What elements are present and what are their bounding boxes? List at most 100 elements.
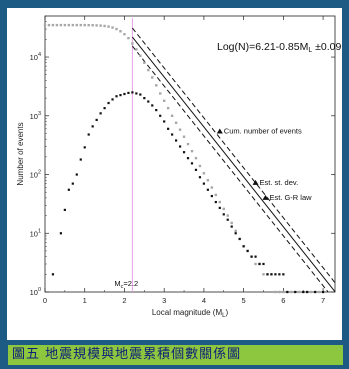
point-noncumulative xyxy=(79,158,82,161)
point-noncumulative xyxy=(123,92,126,96)
point-cumulative xyxy=(87,23,90,27)
point-cumulative xyxy=(174,121,178,124)
point-noncumulative xyxy=(51,273,55,276)
annotations: Cum. number of events Est. st. dev. Est. G… xyxy=(216,127,312,202)
point-noncumulative xyxy=(103,107,106,110)
point-noncumulative xyxy=(246,249,249,253)
point-cumulative xyxy=(155,84,158,87)
point-noncumulative xyxy=(230,225,233,228)
point-noncumulative xyxy=(71,182,74,185)
point-noncumulative xyxy=(155,108,158,112)
magnitude-frequency-chart: Mc=2.2 Cum. number of events Est. st. dev… xyxy=(16,15,342,319)
formula-suffix: ±0.096 xyxy=(312,41,342,53)
point-noncumulative xyxy=(242,245,245,248)
point-noncumulative xyxy=(274,273,277,276)
point-cumulative xyxy=(143,61,146,64)
plot-panel: Mc=2.2 Cum. number of events Est. st. dev… xyxy=(7,8,342,340)
point-cumulative xyxy=(309,290,313,294)
point-cumulative xyxy=(234,229,237,233)
point-cumulative xyxy=(95,24,98,27)
point-noncumulative xyxy=(262,262,265,266)
point-cumulative xyxy=(127,36,130,40)
point-noncumulative xyxy=(234,232,237,235)
x-axis-title-sub: L xyxy=(222,313,226,319)
x-tick-label-3: 3 xyxy=(162,296,166,305)
point-cumulative xyxy=(43,23,47,27)
point-cumulative xyxy=(111,26,114,29)
y-tick-label-1: 101 xyxy=(30,228,41,238)
point-noncumulative xyxy=(95,118,98,122)
point-cumulative xyxy=(278,290,281,294)
point-noncumulative xyxy=(294,290,297,294)
point-cumulative xyxy=(198,164,202,168)
x-tick-label-2: 2 xyxy=(122,296,126,305)
fit-line-lower-stdev xyxy=(132,45,329,293)
y-axis-title: Number of events xyxy=(16,122,25,185)
annotation-marker-2 xyxy=(262,194,269,200)
x-tick-label-0: 0 xyxy=(43,296,47,305)
point-noncumulative xyxy=(83,146,86,149)
point-cumulative xyxy=(202,172,206,175)
point-cumulative xyxy=(55,23,59,27)
point-noncumulative xyxy=(159,114,162,117)
point-noncumulative xyxy=(119,94,122,97)
point-noncumulative xyxy=(198,176,202,179)
point-noncumulative xyxy=(178,145,182,148)
point-cumulative xyxy=(317,290,321,294)
point-noncumulative xyxy=(258,262,261,266)
point-noncumulative xyxy=(87,133,90,136)
point-cumulative xyxy=(131,42,134,45)
point-cumulative xyxy=(230,221,233,225)
point-cumulative xyxy=(274,290,277,294)
point-noncumulative xyxy=(135,92,138,95)
x-axis-title-main: Local magnitude (M xyxy=(152,308,223,317)
point-cumulative xyxy=(159,92,162,95)
point-noncumulative xyxy=(163,120,166,123)
point-cumulative xyxy=(47,23,51,27)
point-cumulative xyxy=(51,23,55,27)
tick-marks xyxy=(44,15,335,293)
point-cumulative xyxy=(282,290,285,294)
annotation-marker-0 xyxy=(216,128,223,134)
point-cumulative xyxy=(226,214,229,217)
point-cumulative xyxy=(186,142,190,146)
point-noncumulative xyxy=(314,290,317,294)
y-tick-label-2: 102 xyxy=(30,170,41,180)
point-noncumulative xyxy=(115,95,118,98)
point-noncumulative xyxy=(254,255,257,258)
point-noncumulative xyxy=(282,273,285,276)
point-noncumulative xyxy=(302,290,305,294)
point-cumulative xyxy=(115,27,118,31)
point-cumulative xyxy=(91,24,94,27)
formula-prefix: Log(N)=6.21-0.85M xyxy=(217,41,308,53)
point-noncumulative xyxy=(226,218,229,221)
figure-caption: 圖五 地震規模與地震累積個數關係圖 xyxy=(8,345,343,365)
point-noncumulative xyxy=(151,104,154,107)
point-noncumulative xyxy=(63,208,66,211)
point-cumulative xyxy=(194,156,198,160)
point-noncumulative xyxy=(143,97,146,100)
mc-line-group: Mc=2.2 xyxy=(114,18,138,292)
annotation-marker-1 xyxy=(252,179,259,185)
point-noncumulative xyxy=(91,125,94,128)
point-cumulative xyxy=(63,23,67,27)
tick-labels: 0 1 2 3 4 5 6 7 100 101 102 103 104 xyxy=(30,52,326,305)
fit-lines xyxy=(132,27,336,293)
point-cumulative xyxy=(139,54,142,58)
y-tick-label-4: 104 xyxy=(30,52,41,62)
point-noncumulative xyxy=(270,273,273,276)
plot-area xyxy=(44,15,336,293)
point-noncumulative xyxy=(202,182,206,185)
point-noncumulative xyxy=(147,100,150,103)
point-noncumulative xyxy=(206,188,209,191)
point-cumulative xyxy=(254,262,257,266)
point-cumulative xyxy=(298,290,301,294)
point-noncumulative xyxy=(99,112,102,115)
point-cumulative xyxy=(290,290,293,294)
point-noncumulative xyxy=(67,188,70,191)
point-cumulative xyxy=(119,30,122,33)
point-cumulative xyxy=(107,25,110,28)
point-cumulative xyxy=(147,68,150,72)
x-tick-label-6: 6 xyxy=(281,296,285,305)
point-cumulative xyxy=(206,179,210,182)
